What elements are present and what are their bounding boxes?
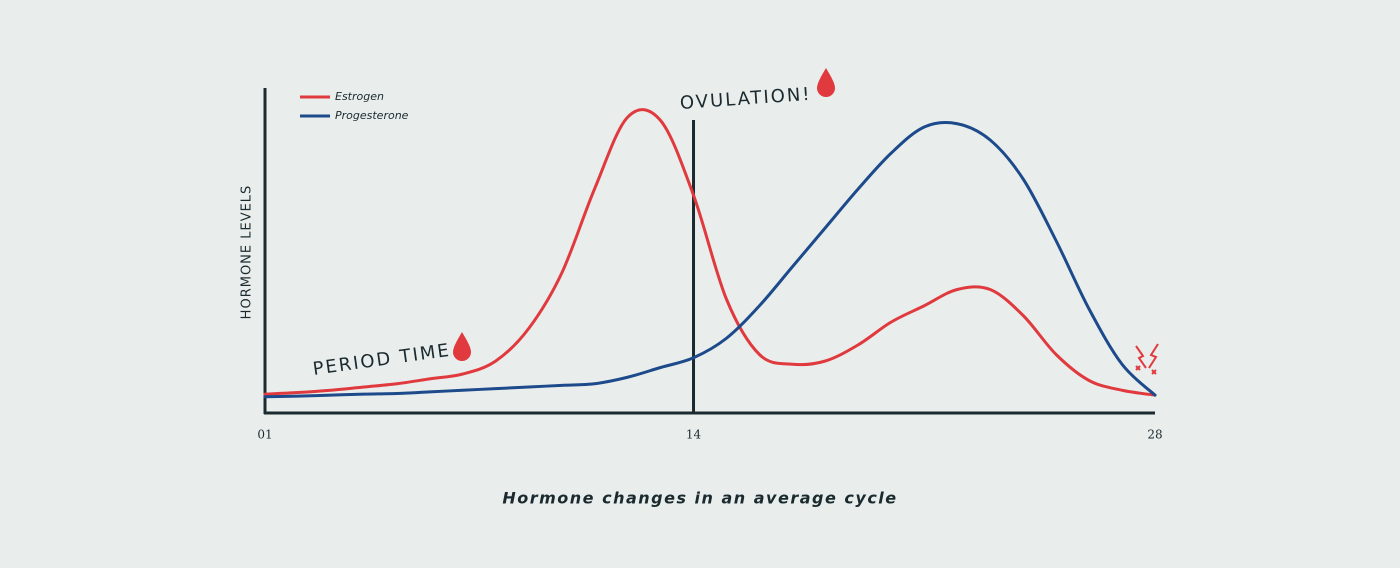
cramp-icon xyxy=(1135,343,1159,375)
series-line xyxy=(263,108,1157,397)
period-label: PERIOD TIME xyxy=(311,340,452,380)
legend-label: Estrogen xyxy=(335,90,384,103)
y-axis-label: HORMONE LEVELS xyxy=(240,185,255,320)
drop-icon xyxy=(817,68,835,97)
legend-label: Progesterone xyxy=(335,109,409,122)
x-tick-label: 01 xyxy=(257,428,272,442)
x-tick-label: 14 xyxy=(686,428,702,442)
drop-icon xyxy=(453,332,471,361)
chart-title: Hormone changes in an average cycle xyxy=(502,489,897,508)
ovulation-label: OVULATION! xyxy=(679,84,812,114)
x-tick-label: 28 xyxy=(1147,428,1162,442)
series-line xyxy=(263,121,1157,399)
